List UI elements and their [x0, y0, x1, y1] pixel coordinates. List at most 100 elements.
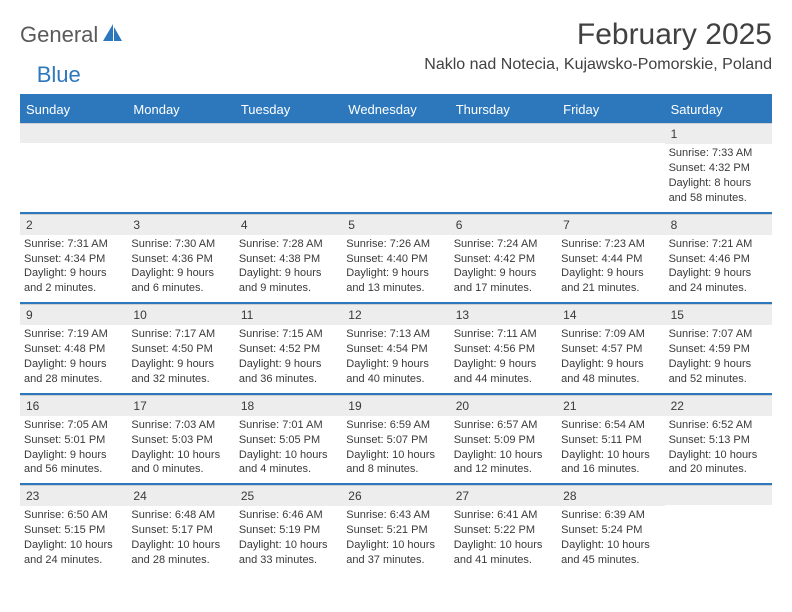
location-text: Naklo nad Notecia, Kujawsko-Pomorskie, P… [424, 56, 772, 74]
day-number: 19 [342, 396, 449, 416]
daylight-text: Daylight: 9 hours and 32 minutes. [131, 357, 230, 387]
calendar-cell: 2Sunrise: 7:31 AMSunset: 4:34 PMDaylight… [20, 214, 127, 303]
sunrise-text: Sunrise: 7:31 AM [24, 237, 123, 252]
sunrise-text: Sunrise: 7:23 AM [561, 237, 660, 252]
calendar-cell: 7Sunrise: 7:23 AMSunset: 4:44 PMDaylight… [557, 214, 664, 303]
brand-sail-icon [102, 23, 124, 48]
title-block: February 2025 Naklo nad Notecia, Kujawsk… [424, 18, 772, 74]
sunset-text: Sunset: 4:56 PM [454, 342, 553, 357]
day-number: 11 [235, 305, 342, 325]
calendar-cell: 25Sunrise: 6:46 AMSunset: 5:19 PMDayligh… [235, 485, 342, 574]
daylight-text: Daylight: 10 hours and 4 minutes. [239, 448, 338, 478]
day-number: 27 [450, 486, 557, 506]
calendar-cell: 21Sunrise: 6:54 AMSunset: 5:11 PMDayligh… [557, 395, 664, 484]
calendar-cell: 18 Sunrise: 7:01 AMSunset: 5:05 PMDayligh… [235, 395, 342, 484]
calendar-cell [20, 123, 127, 212]
day-number: 6 [450, 215, 557, 235]
daylight-text: Daylight: 9 hours and 40 minutes. [346, 357, 445, 387]
sunrise-text: Sunrise: 7:03 AM [131, 418, 230, 433]
calendar-cell: 3Sunrise: 7:30 AMSunset: 4:36 PMDaylight… [127, 214, 234, 303]
sunset-text: Sunset: 4:57 PM [561, 342, 660, 357]
calendar-cell: 1Sunrise: 7:33 AMSunset: 4:32 PMDaylight… [665, 123, 772, 212]
sunset-text: Sunset: 4:38 PM [239, 252, 338, 267]
daylight-text: Daylight: 9 hours and 36 minutes. [239, 357, 338, 387]
sunset-text: Sunset: 5:21 PM [346, 523, 445, 538]
weekday-label: Thursday [450, 96, 557, 123]
day-number: 25 [235, 486, 342, 506]
daylight-text: Daylight: 10 hours and 20 minutes. [669, 448, 768, 478]
calendar-cell: 12Sunrise: 7:13 AMSunset: 4:54 PMDayligh… [342, 304, 449, 393]
day-number: 14 [557, 305, 664, 325]
sunrise-text: Sunrise: 6:39 AM [561, 508, 660, 523]
sunrise-text: Sunrise: 7:15 AM [239, 327, 338, 342]
day-number: 18 [235, 396, 342, 416]
sunset-text: Sunset: 5:05 PM [239, 433, 338, 448]
day-number: 13 [450, 305, 557, 325]
sunrise-text: Sunrise: 7:01 AM [239, 418, 338, 433]
sunrise-text: Sunrise: 6:43 AM [346, 508, 445, 523]
weekday-header: Sunday Monday Tuesday Wednesday Thursday… [20, 96, 772, 123]
sunrise-text: Sunrise: 7:11 AM [454, 327, 553, 342]
calendar-cell: 20Sunrise: 6:57 AMSunset: 5:09 PMDayligh… [450, 395, 557, 484]
weekday-label: Saturday [665, 96, 772, 123]
calendar-cell: 11Sunrise: 7:15 AMSunset: 4:52 PMDayligh… [235, 304, 342, 393]
day-number [450, 124, 557, 143]
daylight-text: Daylight: 9 hours and 13 minutes. [346, 266, 445, 296]
calendar-cell: 8Sunrise: 7:21 AMSunset: 4:46 PMDaylight… [665, 214, 772, 303]
calendar-cell: 17Sunrise: 7:03 AMSunset: 5:03 PMDayligh… [127, 395, 234, 484]
daylight-text: Daylight: 9 hours and 52 minutes. [669, 357, 768, 387]
sunrise-text: Sunrise: 6:48 AM [131, 508, 230, 523]
calendar-cell: 6Sunrise: 7:24 AMSunset: 4:42 PMDaylight… [450, 214, 557, 303]
daylight-text: Daylight: 10 hours and 28 minutes. [131, 538, 230, 568]
daylight-text: Daylight: 10 hours and 37 minutes. [346, 538, 445, 568]
calendar-cell: 10Sunrise: 7:17 AMSunset: 4:50 PMDayligh… [127, 304, 234, 393]
day-number [342, 124, 449, 143]
calendar-cell: 15 Sunrise: 7:07 AMSunset: 4:59 PMDayligh… [665, 304, 772, 393]
calendar-cell [450, 123, 557, 212]
sunrise-text: Sunrise: 7:28 AM [239, 237, 338, 252]
sunset-text: Sunset: 4:40 PM [346, 252, 445, 267]
day-number: 4 [235, 215, 342, 235]
sunset-text: Sunset: 5:22 PM [454, 523, 553, 538]
sunset-text: Sunset: 5:09 PM [454, 433, 553, 448]
brand-logo: General [20, 22, 126, 48]
day-number: 7 [557, 215, 664, 235]
sunset-text: Sunset: 5:03 PM [131, 433, 230, 448]
day-number: 17 [127, 396, 234, 416]
calendar-cell: 27Sunrise: 6:41 AMSunset: 5:22 PMDayligh… [450, 485, 557, 574]
calendar-cell [127, 123, 234, 212]
daylight-text: Daylight: 10 hours and 8 minutes. [346, 448, 445, 478]
sunset-text: Sunset: 4:46 PM [669, 252, 768, 267]
sunrise-text: Sunrise: 6:46 AM [239, 508, 338, 523]
sunrise-text: Sunrise: 6:57 AM [454, 418, 553, 433]
sunset-text: Sunset: 4:54 PM [346, 342, 445, 357]
sunset-text: Sunset: 4:32 PM [669, 161, 768, 176]
sunrise-text: Sunrise: 7:07 AM [669, 327, 768, 342]
calendar-cell: 22Sunrise: 6:52 AMSunset: 5:13 PMDayligh… [665, 395, 772, 484]
day-number [127, 124, 234, 143]
daylight-text: Daylight: 9 hours and 21 minutes. [561, 266, 660, 296]
sunset-text: Sunset: 4:50 PM [131, 342, 230, 357]
daylight-text: Daylight: 10 hours and 24 minutes. [24, 538, 123, 568]
day-number: 8 [665, 215, 772, 235]
sunrise-text: Sunrise: 7:26 AM [346, 237, 445, 252]
weekday-label: Sunday [20, 96, 127, 123]
sunset-text: Sunset: 5:13 PM [669, 433, 768, 448]
day-number: 23 [20, 486, 127, 506]
day-number: 21 [557, 396, 664, 416]
calendar-cell: 9Sunrise: 7:19 AMSunset: 4:48 PMDaylight… [20, 304, 127, 393]
daylight-text: Daylight: 9 hours and 56 minutes. [24, 448, 123, 478]
sunrise-text: Sunrise: 7:21 AM [669, 237, 768, 252]
sunset-text: Sunset: 5:19 PM [239, 523, 338, 538]
calendar-page: General February 2025 Naklo nad Notecia,… [0, 0, 792, 584]
day-number: 15 [665, 305, 772, 325]
day-number: 2 [20, 215, 127, 235]
calendar-cell [665, 485, 772, 574]
sunset-text: Sunset: 5:17 PM [131, 523, 230, 538]
day-number: 10 [127, 305, 234, 325]
day-number: 3 [127, 215, 234, 235]
sunset-text: Sunset: 4:42 PM [454, 252, 553, 267]
daylight-text: Daylight: 10 hours and 41 minutes. [454, 538, 553, 568]
sunset-text: Sunset: 4:59 PM [669, 342, 768, 357]
weekday-label: Tuesday [235, 96, 342, 123]
